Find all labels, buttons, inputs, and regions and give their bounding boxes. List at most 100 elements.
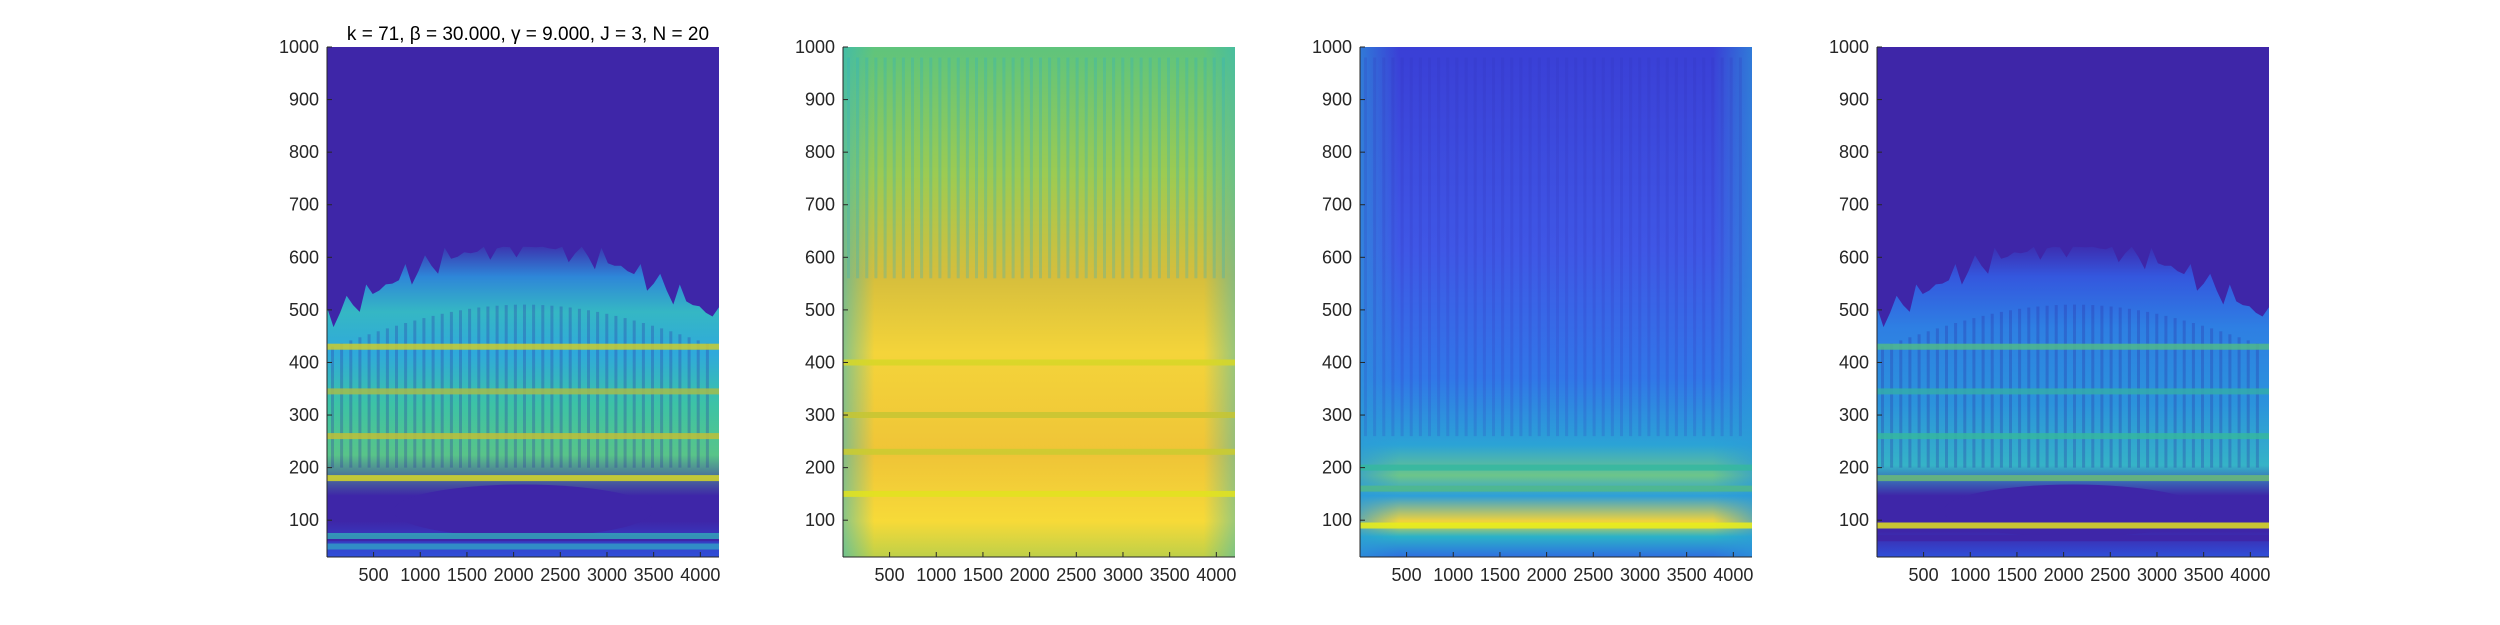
streak: [358, 337, 362, 468]
y-tick-label: 700: [805, 195, 835, 215]
streak: [550, 305, 554, 468]
x-tick-label: 1000: [1433, 565, 1473, 585]
x-tick-label: 1500: [447, 565, 487, 585]
streak: [1629, 57, 1633, 437]
heatmap-panel-2: 100 200 300 400 500 600 700 800 900 1000 500 1000 15…: [795, 37, 1236, 585]
streak: [2237, 337, 2241, 468]
streak: [1954, 323, 1958, 468]
x-tick-label: 3000: [1620, 565, 1660, 585]
heatmap-panel-4: 100 200 300 400 500 600 700 800 900 1000 500 1000 15…: [1829, 37, 2270, 585]
y-tick-label: 400: [289, 352, 319, 372]
streak: [1057, 57, 1061, 279]
streak: [2109, 306, 2113, 468]
streak: [1592, 57, 1596, 437]
x-tick-label: 500: [1392, 565, 1422, 585]
streak: [669, 331, 673, 468]
streak: [1093, 57, 1097, 279]
streak: [660, 328, 664, 468]
x-tick-label: 3500: [634, 565, 674, 585]
streak: [1148, 57, 1152, 279]
streak: [1130, 57, 1134, 279]
streak: [1418, 57, 1422, 437]
x-tick-label: 2000: [2044, 565, 2084, 585]
frequency-band: [327, 543, 719, 550]
frequency-band: [1360, 485, 1752, 492]
streak: [340, 343, 344, 468]
streak: [513, 304, 517, 468]
streak: [2201, 325, 2204, 468]
streak: [678, 334, 682, 468]
streak: [892, 57, 896, 279]
heatmap-panel-3: 100 200 300 400 500 600 700 800 900 1000 500 1000 15…: [1312, 37, 1753, 585]
dark-gap: [1943, 484, 2203, 538]
streak: [984, 57, 988, 279]
streak: [385, 328, 389, 468]
y-tick-label: 600: [805, 247, 835, 267]
y-tick-label: 900: [805, 90, 835, 110]
x-tick-label: 4000: [2230, 565, 2270, 585]
streak: [1528, 57, 1532, 437]
streak: [2246, 340, 2250, 468]
y-tick-label: 700: [289, 195, 319, 215]
streak: [1464, 57, 1468, 437]
streak: [938, 57, 942, 279]
streak: [2027, 307, 2031, 468]
streak: [1011, 57, 1015, 279]
streak: [1176, 57, 1180, 279]
streak: [376, 331, 380, 468]
streak: [568, 307, 572, 468]
streak: [1194, 57, 1198, 279]
streak: [541, 305, 545, 468]
streak: [929, 57, 933, 279]
streak: [1482, 57, 1486, 437]
streak: [1926, 331, 1930, 468]
streak: [1945, 325, 1948, 468]
frequency-band: [843, 359, 1235, 366]
streak: [504, 305, 508, 468]
streak: [1167, 57, 1170, 279]
x-tick-label: 1500: [1480, 565, 1520, 585]
y-tick-label: 500: [805, 300, 835, 320]
streak: [1221, 57, 1225, 279]
y-tick-label: 500: [1839, 300, 1869, 320]
streak: [2219, 331, 2223, 468]
frequency-band: [327, 433, 719, 440]
x-tick-label: 4000: [1713, 565, 1753, 585]
streak: [1656, 57, 1660, 437]
streak: [1048, 57, 1052, 279]
frequency-band: [327, 343, 719, 350]
x-tick-label: 2500: [1573, 565, 1613, 585]
streak: [2210, 328, 2214, 468]
streak: [577, 308, 581, 468]
y-tick-label: 800: [1322, 142, 1352, 162]
streak: [1409, 57, 1413, 437]
edge-tint: [843, 47, 1235, 557]
streak: [1890, 343, 1894, 468]
y-tick-label: 800: [805, 142, 835, 162]
streak: [1711, 57, 1715, 437]
x-tick-label: 3500: [1667, 565, 1707, 585]
streak: [651, 325, 654, 468]
streak: [1935, 328, 1939, 468]
streak: [1665, 57, 1669, 437]
y-tick-label: 100: [289, 510, 319, 530]
frequency-band: [1360, 464, 1752, 471]
streak: [2118, 307, 2122, 468]
streak: [687, 337, 691, 468]
streak: [1212, 57, 1216, 279]
streak: [1066, 57, 1070, 279]
x-tick-label: 2000: [494, 565, 534, 585]
streak: [559, 306, 563, 468]
y-tick-label: 700: [1322, 195, 1352, 215]
y-tick-label: 700: [1839, 195, 1869, 215]
x-tick-label: 3000: [2137, 565, 2177, 585]
streak: [1620, 57, 1623, 437]
streak: [911, 57, 914, 279]
streak: [2018, 308, 2022, 468]
y-tick-label: 1000: [1312, 37, 1352, 57]
streak: [1203, 57, 1207, 279]
y-tick-label: 800: [1839, 142, 1869, 162]
streak: [2082, 304, 2086, 468]
x-tick-label: 3000: [587, 565, 627, 585]
